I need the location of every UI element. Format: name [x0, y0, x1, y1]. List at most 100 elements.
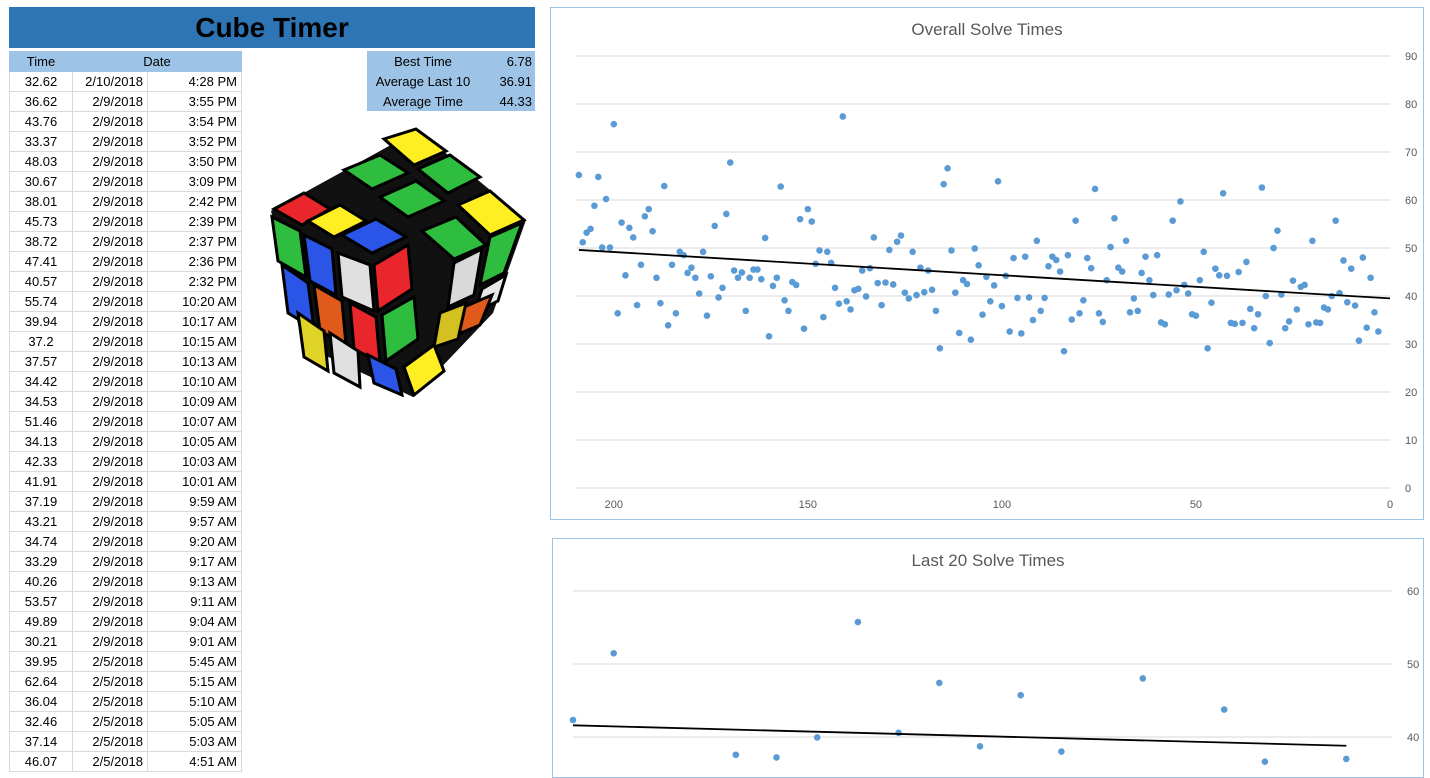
data-point[interactable]: [746, 274, 753, 282]
data-point[interactable]: [909, 248, 916, 256]
data-point[interactable]: [575, 171, 583, 179]
data-point[interactable]: [804, 205, 812, 213]
cell-time[interactable]: 36.04: [9, 691, 73, 712]
data-point[interactable]: [994, 177, 1002, 185]
data-point[interactable]: [653, 274, 660, 282]
data-point[interactable]: [932, 307, 940, 315]
data-point[interactable]: [847, 306, 854, 313]
cell-clock[interactable]: 10:17 AM: [147, 311, 242, 332]
cell-clock[interactable]: 10:07 AM: [147, 411, 242, 432]
cell-time[interactable]: 33.37: [9, 131, 73, 152]
cell-clock[interactable]: 10:05 AM: [147, 431, 242, 452]
data-point[interactable]: [835, 300, 843, 307]
cell-time[interactable]: 30.67: [9, 171, 73, 192]
cell-time[interactable]: 37.14: [9, 731, 73, 752]
cell-date[interactable]: 2/9/2018: [72, 91, 148, 112]
data-point[interactable]: [1029, 316, 1037, 324]
cell-date[interactable]: 2/9/2018: [72, 551, 148, 572]
data-point[interactable]: [1192, 312, 1200, 319]
cell-time[interactable]: 55.74: [9, 291, 73, 312]
data-point[interactable]: [1017, 691, 1024, 699]
cell-date[interactable]: 2/5/2018: [72, 731, 148, 752]
cell-time[interactable]: 38.72: [9, 231, 73, 252]
data-point[interactable]: [874, 279, 882, 287]
data-point[interactable]: [1169, 217, 1176, 224]
data-point[interactable]: [1285, 318, 1293, 325]
data-point[interactable]: [594, 173, 602, 181]
data-point[interactable]: [1355, 337, 1363, 344]
data-point[interactable]: [1025, 294, 1033, 301]
data-point[interactable]: [672, 309, 680, 317]
data-point[interactable]: [1262, 292, 1270, 300]
data-point[interactable]: [1220, 706, 1228, 713]
data-point[interactable]: [1375, 328, 1382, 335]
data-point[interactable]: [1138, 269, 1145, 277]
data-point[interactable]: [1367, 274, 1374, 282]
data-point[interactable]: [1165, 291, 1173, 298]
cell-date[interactable]: 2/5/2018: [72, 691, 148, 712]
cell-clock[interactable]: 2:36 PM: [147, 251, 242, 272]
data-point[interactable]: [855, 285, 862, 293]
data-point[interactable]: [1363, 324, 1371, 331]
data-point[interactable]: [895, 729, 902, 737]
data-point[interactable]: [1289, 277, 1297, 284]
data-point[interactable]: [928, 286, 936, 294]
data-point[interactable]: [723, 210, 730, 218]
cell-date[interactable]: 2/9/2018: [72, 591, 148, 612]
data-point[interactable]: [610, 120, 618, 128]
overall-solve-times-chart[interactable]: Overall Solve Times 0 10 20 30 40 50 60 70 80 90 2…: [550, 7, 1424, 520]
cell-time[interactable]: 36.62: [9, 91, 73, 112]
data-point[interactable]: [963, 280, 971, 288]
data-point[interactable]: [893, 238, 901, 246]
cell-clock[interactable]: 3:55 PM: [147, 91, 242, 112]
last-20-solve-times-chart[interactable]: Last 20 Solve Times 40 50 60: [552, 538, 1424, 778]
data-point[interactable]: [645, 205, 653, 213]
data-point[interactable]: [1266, 339, 1273, 347]
cell-date[interactable]: 2/9/2018: [72, 331, 148, 352]
cell-time[interactable]: 32.62: [9, 71, 73, 92]
data-point[interactable]: [1064, 251, 1072, 259]
cell-time[interactable]: 30.21: [9, 631, 73, 652]
data-point[interactable]: [1181, 281, 1188, 289]
cell-date[interactable]: 2/9/2018: [72, 611, 148, 632]
data-point[interactable]: [569, 716, 577, 724]
data-point[interactable]: [1258, 184, 1266, 191]
data-point[interactable]: [976, 743, 984, 750]
cell-date[interactable]: 2/9/2018: [72, 491, 148, 512]
cell-date[interactable]: 2/5/2018: [72, 751, 148, 772]
data-point[interactable]: [1122, 237, 1130, 245]
cell-date[interactable]: 2/9/2018: [72, 111, 148, 132]
data-point[interactable]: [792, 281, 800, 289]
data-point[interactable]: [940, 180, 947, 188]
data-point[interactable]: [1184, 290, 1192, 297]
data-point[interactable]: [598, 244, 606, 251]
data-point[interactable]: [606, 244, 614, 251]
data-point[interactable]: [1037, 307, 1045, 315]
cell-time[interactable]: 46.07: [9, 751, 73, 772]
stat-best-time[interactable]: Best Time 6.78: [367, 51, 535, 71]
data-point[interactable]: [1041, 294, 1048, 302]
cell-date[interactable]: 2/9/2018: [72, 211, 148, 232]
data-point[interactable]: [1111, 214, 1118, 222]
cell-date[interactable]: 2/9/2018: [72, 171, 148, 192]
data-point[interactable]: [854, 618, 862, 626]
data-point[interactable]: [1021, 253, 1029, 260]
column-header-date[interactable]: Date: [72, 51, 242, 72]
data-point[interactable]: [688, 264, 695, 271]
data-point[interactable]: [936, 679, 943, 687]
cell-time[interactable]: 33.29: [9, 551, 73, 572]
data-point[interactable]: [633, 301, 641, 309]
data-point[interactable]: [1068, 316, 1076, 323]
cell-clock[interactable]: 9:59 AM: [147, 491, 242, 512]
data-point[interactable]: [936, 345, 944, 352]
data-point[interactable]: [664, 321, 672, 329]
data-point[interactable]: [839, 113, 847, 120]
data-point[interactable]: [618, 219, 625, 226]
data-point[interactable]: [1080, 297, 1087, 304]
cell-clock[interactable]: 10:13 AM: [147, 351, 242, 372]
cell-clock[interactable]: 5:05 AM: [147, 711, 242, 732]
data-point[interactable]: [967, 336, 975, 343]
cell-time[interactable]: 37.19: [9, 491, 73, 512]
data-point[interactable]: [998, 302, 1006, 310]
data-point[interactable]: [1274, 227, 1281, 235]
